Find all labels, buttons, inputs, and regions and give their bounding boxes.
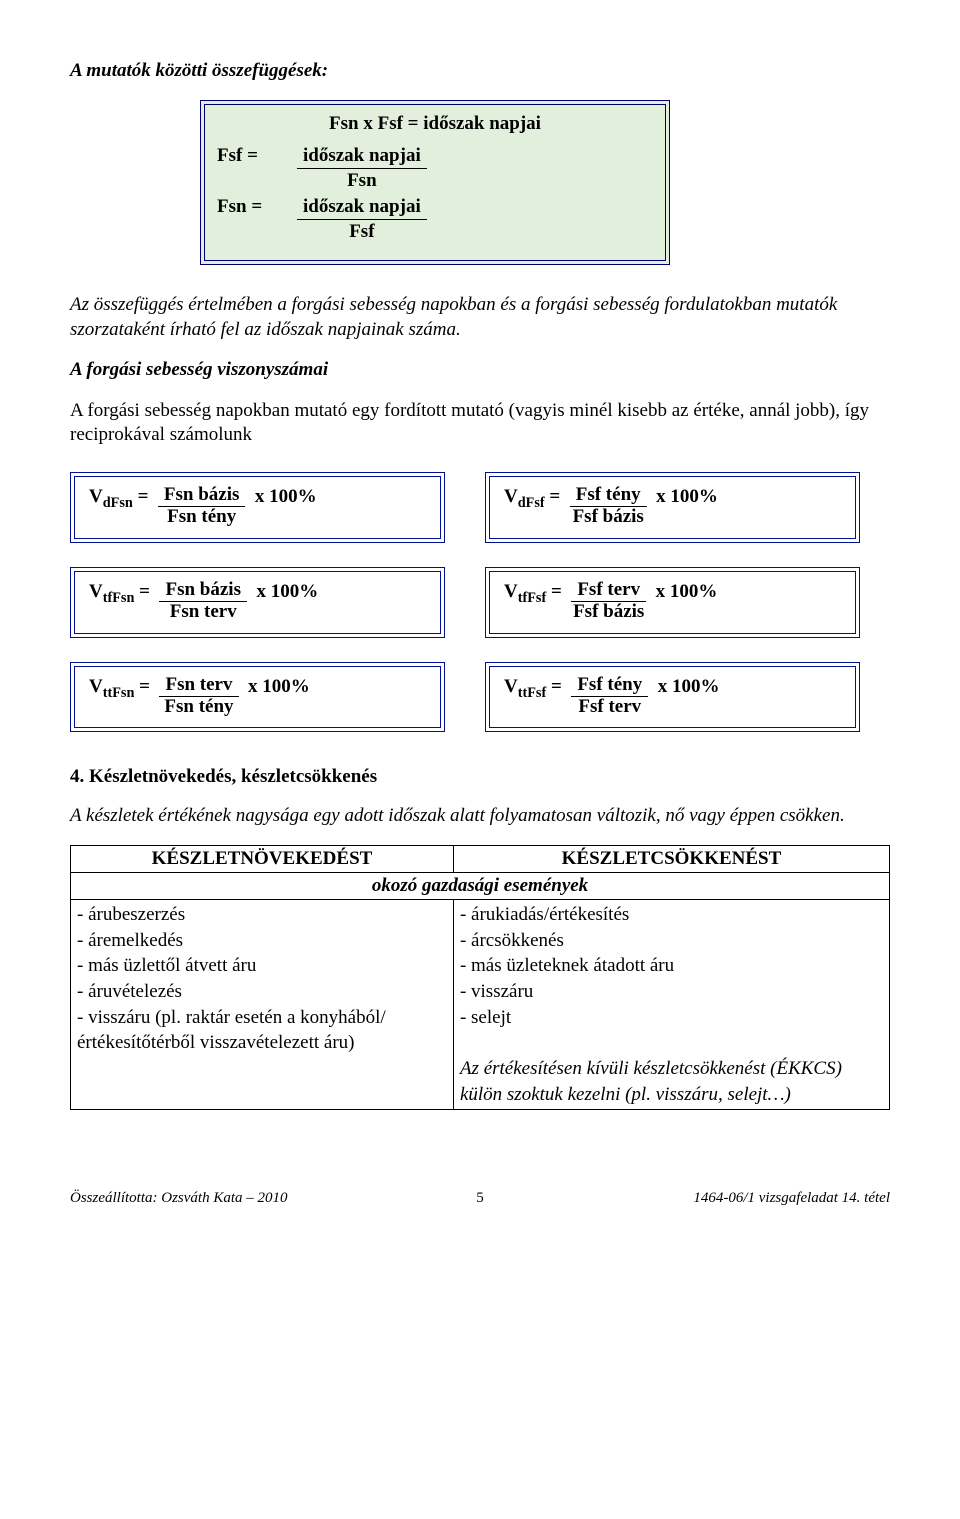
formula-box: VdFsf = Fsf tényFsf bázis x 100% (485, 472, 860, 543)
formula-lhs: VdFsn = (89, 485, 158, 513)
hdr-decrease: KÉSZLETCSÖKKENÉST (453, 846, 889, 873)
formula-row: VttFsn = Fsn tervFsn tény x 100%VttFsf =… (70, 662, 890, 733)
formula-denominator: Fsf bázis (570, 507, 647, 528)
footer-author: Összeállította: Ozsváth Kata – 2010 (70, 1190, 450, 1207)
table-row: KÉSZLETNÖVEKEDÉST KÉSZLETCSÖKKENÉST (71, 846, 890, 873)
formula-fraction: Fsn bázisFsn tény (158, 485, 246, 528)
formula-multiplier: x 100% (647, 485, 718, 509)
def-row-fsf: Fsf = időszak napjai Fsn (217, 145, 653, 192)
formula-fraction: Fsf tervFsf bázis (571, 580, 646, 623)
def-fsn-num: időszak napjai (297, 196, 427, 220)
formula-numerator: Fsf terv (571, 580, 646, 602)
footer-exam-ref: 1464-06/1 vizsgafeladat 14. tétel (510, 1190, 890, 1207)
formula-lhs: VttFsf = (504, 675, 571, 703)
def-row-fsn: Fsn = időszak napjai Fsf (217, 196, 653, 243)
formula-multiplier: x 100% (646, 580, 717, 604)
hdr-increase: KÉSZLETNÖVEKEDÉST (71, 846, 454, 873)
sub-hdr: okozó gazdasági események (71, 873, 890, 900)
def-fsf-den: Fsn (297, 169, 427, 192)
formula-box: VttFsn = Fsn tervFsn tény x 100% (70, 662, 445, 733)
definition-box: Fsn x Fsf = időszak napjai Fsf = időszak… (200, 100, 670, 265)
formula-box-inner: VtfFsf = Fsf tervFsf bázis x 100% (489, 571, 856, 634)
formula-multiplier: x 100% (239, 675, 310, 699)
def-fsn-den: Fsf (297, 220, 427, 243)
formula-multiplier: x 100% (247, 580, 318, 604)
section4-intro: A készletek értékének nagysága egy adott… (70, 804, 890, 829)
section4-heading: 4. Készletnövekedés, készletcsökkenés (70, 766, 890, 788)
para-interpretation: Az összefüggés értelmében a forgási sebe… (70, 293, 890, 342)
def-line-top: Fsn x Fsf = időszak napjai (217, 113, 653, 135)
formula-fraction: Fsn bázisFsn terv (159, 580, 247, 623)
formula-numerator: Fsn bázis (158, 485, 246, 507)
def-fsf-num: időszak napjai (297, 145, 427, 169)
cell-increase-list: - árubeszerzés- áremelkedés- más üzlettő… (71, 900, 454, 1110)
formula-box: VtfFsf = Fsf tervFsf bázis x 100% (485, 567, 860, 638)
table-row: okozó gazdasági események (71, 873, 890, 900)
formula-denominator: Fsn terv (159, 602, 247, 623)
ekkcs-note: Az értékesítésen kívüli készletcsökkenés… (460, 1058, 842, 1105)
page: A mutatók közötti összefüggések: Fsn x F… (0, 0, 960, 1227)
formula-multiplier: x 100% (245, 485, 316, 509)
heading-ratios: A forgási sebesség viszonyszámai (70, 359, 890, 381)
formula-numerator: Fsn bázis (159, 580, 247, 602)
formula-fraction: Fsn tervFsn tény (159, 675, 238, 718)
def-fsf-lhs: Fsf = (217, 145, 297, 192)
formula-lhs: VttFsn = (89, 675, 159, 703)
formula-box-inner: VttFsf = Fsf tényFsf terv x 100% (489, 666, 856, 729)
formula-multiplier: x 100% (648, 675, 719, 699)
formula-lhs: VtfFsn = (89, 580, 159, 608)
footer-page-number: 5 (450, 1190, 510, 1207)
formula-numerator: Fsf tény (571, 675, 648, 697)
page-footer: Összeállította: Ozsváth Kata – 2010 5 14… (70, 1190, 890, 1207)
formula-lhs: VtfFsf = (504, 580, 571, 608)
def-fsn-lhs: Fsn = (217, 196, 297, 243)
table-row: - árubeszerzés- áremelkedés- más üzlettő… (71, 900, 890, 1110)
formula-lhs: VdFsf = (504, 485, 570, 513)
para-reciprocal: A forgási sebesség napokban mutató egy f… (70, 399, 890, 448)
formula-box-inner: VdFsf = Fsf tényFsf bázis x 100% (489, 476, 856, 539)
stock-change-table: KÉSZLETNÖVEKEDÉST KÉSZLETCSÖKKENÉST okoz… (70, 845, 890, 1110)
formula-box-inner: VttFsn = Fsn tervFsn tény x 100% (74, 666, 441, 729)
formula-denominator: Fsn tény (159, 697, 238, 718)
def-fsf-frac: időszak napjai Fsn (297, 145, 427, 192)
formula-box-inner: VtfFsn = Fsn bázisFsn terv x 100% (74, 571, 441, 634)
def-fsn-frac: időszak napjai Fsf (297, 196, 427, 243)
formula-numerator: Fsn terv (159, 675, 238, 697)
formula-box-inner: VdFsn = Fsn bázisFsn tény x 100% (74, 476, 441, 539)
formula-row: VdFsn = Fsn bázisFsn tény x 100%VdFsf = … (70, 472, 890, 543)
cell-decrease-list: - árukiadás/értékesítés- árcsökkenés- má… (453, 900, 889, 1110)
formula-denominator: Fsf terv (571, 697, 648, 718)
formula-fraction: Fsf tényFsf bázis (570, 485, 647, 528)
formula-box: VttFsf = Fsf tényFsf terv x 100% (485, 662, 860, 733)
formula-row: VtfFsn = Fsn bázisFsn terv x 100%VtfFsf … (70, 567, 890, 638)
formula-denominator: Fsf bázis (571, 602, 646, 623)
formula-box: VtfFsn = Fsn bázisFsn terv x 100% (70, 567, 445, 638)
definition-box-inner: Fsn x Fsf = időszak napjai Fsf = időszak… (204, 104, 666, 261)
formula-container: VdFsn = Fsn bázisFsn tény x 100%VdFsf = … (70, 472, 890, 732)
formula-numerator: Fsf tény (570, 485, 647, 507)
formula-fraction: Fsf tényFsf terv (571, 675, 648, 718)
heading-relations: A mutatók közötti összefüggések: (70, 60, 890, 82)
formula-denominator: Fsn tény (158, 507, 246, 528)
formula-box: VdFsn = Fsn bázisFsn tény x 100% (70, 472, 445, 543)
